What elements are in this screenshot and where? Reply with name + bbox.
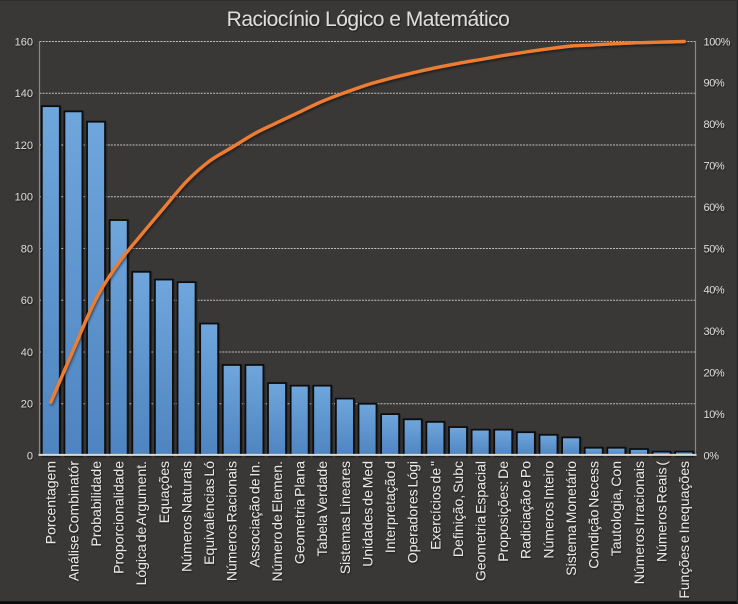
svg-text:Exercícios de ": Exercícios de ": [427, 461, 443, 550]
svg-text:Associação de In.: Associação de In.: [246, 461, 262, 568]
svg-text:100%: 100%: [704, 36, 731, 48]
svg-text:120: 120: [15, 140, 33, 152]
svg-text:0: 0: [27, 450, 33, 462]
svg-text:100: 100: [15, 192, 33, 204]
svg-text:Operadores Lógi: Operadores Lógi: [405, 461, 421, 563]
svg-text:Proposições: De: Proposições: De: [495, 461, 511, 562]
svg-text:Equivalências Ló: Equivalências Ló: [201, 461, 217, 565]
svg-text:Lógica de Argument.: Lógica de Argument.: [133, 461, 149, 585]
svg-text:Números Naturais: Números Naturais: [178, 461, 194, 572]
svg-text:Raciocínio Lógico e Matemático: Raciocínio Lógico e Matemático: [227, 8, 510, 31]
svg-text:Sistemas Lineares: Sistemas Lineares: [337, 461, 353, 574]
svg-text:0%: 0%: [704, 450, 720, 462]
svg-text:80: 80: [21, 243, 33, 255]
svg-text:40%: 40%: [704, 285, 725, 297]
svg-text:30%: 30%: [704, 326, 725, 338]
svg-text:50%: 50%: [704, 243, 725, 255]
svg-text:90%: 90%: [704, 78, 725, 90]
svg-text:Geometria Espacial: Geometria Espacial: [473, 461, 489, 581]
svg-text:Interpretação d: Interpretação d: [382, 461, 398, 553]
svg-text:70%: 70%: [704, 161, 725, 173]
svg-text:Número de Elemen.: Número de Elemen.: [269, 461, 285, 582]
svg-text:Definição, Subc: Definição, Subc: [450, 461, 466, 557]
svg-text:Números Reais (: Números Reais (: [654, 461, 670, 562]
svg-text:160: 160: [15, 36, 33, 48]
svg-text:Números Inteiro: Números Inteiro: [540, 461, 556, 559]
svg-text:Números Irracionais: Números Irracionais: [631, 461, 647, 584]
svg-text:Radiciação e Po: Radiciação e Po: [518, 461, 534, 559]
svg-text:60%: 60%: [704, 202, 725, 214]
svg-text:Geometria Plana: Geometria Plana: [292, 461, 308, 564]
svg-text:60: 60: [21, 295, 33, 307]
svg-text:Números Racionais: Números Racionais: [224, 461, 240, 581]
svg-text:Análise Combinatór: Análise Combinatór: [65, 461, 81, 582]
svg-text:80%: 80%: [704, 119, 725, 131]
svg-text:Funções e Inequações: Funções e Inequações: [676, 461, 692, 599]
svg-text:Porcentagem: Porcentagem: [43, 461, 59, 544]
svg-text:Sistema Monetário: Sistema Monetário: [563, 461, 579, 576]
svg-text:20%: 20%: [704, 368, 725, 380]
svg-text:40: 40: [21, 347, 33, 359]
svg-text:Condição Necess: Condição Necess: [586, 461, 602, 569]
svg-text:20: 20: [21, 399, 33, 411]
svg-text:Tautologia, Con: Tautologia, Con: [608, 461, 624, 556]
svg-text:10%: 10%: [704, 409, 725, 421]
svg-text:Proporcionalidade: Proporcionalidade: [111, 461, 127, 574]
svg-text:Tabela Verdade: Tabela Verdade: [314, 461, 330, 557]
svg-text:Probabilidade: Probabilidade: [88, 461, 104, 547]
svg-text:Unidades de Med: Unidades de Med: [359, 461, 375, 567]
svg-text:140: 140: [15, 88, 33, 100]
svg-text:Equações: Equações: [156, 461, 172, 523]
